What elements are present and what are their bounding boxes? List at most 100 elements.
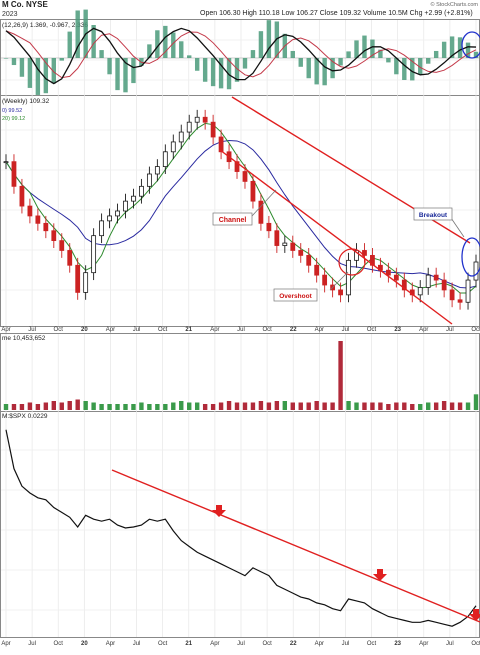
volume-bar (155, 404, 160, 410)
volume-bar (67, 401, 72, 410)
x-axis-labels-price: Apr Jul Oct 20 Apr Jul Oct 21 Apr Jul Oct 22 Apr Jul O… (1, 327, 480, 333)
x-tick-label: 23 (394, 327, 401, 333)
volume-bar (123, 404, 128, 410)
arrow-down-icon (373, 569, 387, 581)
macd-histogram-bar (131, 58, 136, 84)
ma-label-fast: 20) 99.12 (2, 116, 25, 122)
price-candle (202, 116, 208, 123)
overshoot-pointer (329, 271, 349, 291)
volume-bar (370, 402, 375, 410)
volume-bar (3, 404, 9, 410)
volume-bar (346, 401, 351, 410)
macd-histogram-bar (194, 58, 200, 71)
macd-histogram-bar (171, 32, 176, 58)
price-candle (194, 116, 200, 123)
macd-line (5, 27, 477, 85)
macd-histogram-bar (378, 49, 383, 58)
volume-bar (362, 402, 367, 410)
macd-histogram-bar (19, 58, 25, 77)
price-candle (417, 287, 423, 296)
channel-pointer (251, 189, 277, 217)
price-candle (290, 242, 296, 251)
price-candle (306, 254, 312, 266)
x-tick-label: Jul (28, 641, 36, 647)
price-candle (27, 205, 33, 217)
price-candle (314, 264, 320, 276)
price-candle (346, 259, 351, 296)
macd-histogram-bar (242, 58, 248, 69)
x-tick-label: 22 (290, 327, 297, 333)
x-tick-label: Jul (237, 641, 245, 647)
volume-bar (210, 404, 216, 410)
volume-bar (147, 404, 152, 410)
volume-bar (426, 402, 431, 410)
x-tick-label: Apr (419, 641, 428, 647)
price-candle (43, 222, 49, 232)
channel-lower-line (219, 149, 453, 325)
channel-label: Channel (219, 217, 247, 224)
x-tick-label: Jul (133, 641, 141, 647)
macd-histogram-bar (418, 58, 423, 75)
price-candle (67, 250, 73, 266)
price-candle (322, 274, 328, 286)
macd-label: (12,26,9) 1.369, -0.967, 2.336 (2, 22, 88, 29)
macd-histogram-bar (394, 58, 399, 75)
price-candle (354, 250, 359, 261)
price-candle (433, 274, 439, 281)
price-candle (210, 121, 216, 138)
volume-bar (330, 402, 335, 410)
x-tick-label: Apr (315, 641, 324, 647)
x-axis-labels-ratio: Apr Jul Oct 20 Apr Jul Oct 21 Apr Jul Oct 22 Apr Jul O… (1, 641, 480, 647)
volume-bar (449, 402, 455, 410)
macd-histogram-bar (43, 58, 49, 94)
date-line: 2023 (2, 11, 18, 18)
price-candle (473, 261, 479, 281)
macd-histogram-bar (433, 50, 439, 58)
price-candle (242, 171, 248, 182)
volume-bar (226, 401, 232, 410)
macd-histogram-bar (27, 58, 33, 88)
volume-bar (338, 341, 343, 410)
macd-histogram-bar (179, 41, 184, 58)
price-candle (250, 180, 256, 202)
price-candle (59, 240, 65, 251)
x-tick-label: Apr (210, 327, 219, 333)
x-tick-label: Oct (262, 641, 272, 647)
macd-histogram-bar (250, 50, 256, 58)
price-candle (370, 254, 375, 266)
watermark: © StockCharts.com (431, 1, 479, 8)
price-candle (3, 161, 9, 164)
macd-histogram-bar (346, 51, 351, 58)
macd-histogram-bar (449, 36, 455, 58)
volume-bar (194, 402, 200, 410)
price-candle (83, 272, 89, 293)
price-candle (425, 274, 431, 288)
ohlc-line: Open 106.30 High 110.18 Low 106.27 Close… (200, 10, 473, 17)
volume-bar (441, 401, 447, 410)
ratio-line (5, 429, 477, 627)
macd-histogram-bar (163, 25, 168, 59)
volume-bar (75, 399, 80, 410)
x-tick-label: Apr (106, 327, 115, 333)
volume-bar (51, 401, 56, 410)
macd-histogram-bar (457, 37, 463, 58)
volume-bar (187, 402, 192, 410)
price-candle (107, 215, 112, 222)
price-candle (449, 289, 455, 301)
price-candle (362, 250, 367, 256)
macd-histogram-bar (107, 58, 112, 75)
macd-histogram-bar (386, 58, 391, 63)
macd-histogram-bar (473, 51, 479, 58)
macd-histogram-bar (123, 58, 128, 93)
price-candle (115, 210, 120, 217)
price-candle (19, 185, 25, 207)
macd-histogram-bar (441, 41, 447, 58)
price-candle (266, 222, 272, 232)
macd-histogram-bar (155, 30, 160, 58)
sma-fast-line (5, 122, 477, 294)
price-candle (11, 161, 17, 187)
volume-bar (43, 402, 49, 410)
volume-bar (139, 402, 144, 410)
